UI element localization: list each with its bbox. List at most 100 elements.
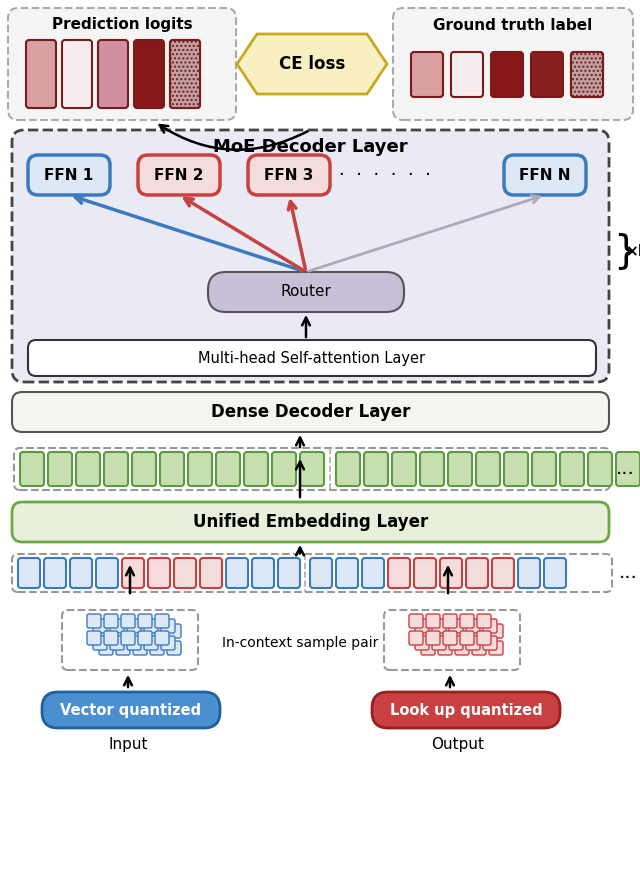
FancyBboxPatch shape xyxy=(432,636,446,650)
FancyBboxPatch shape xyxy=(48,452,72,486)
FancyBboxPatch shape xyxy=(12,392,609,432)
FancyBboxPatch shape xyxy=(62,40,92,108)
FancyBboxPatch shape xyxy=(167,641,181,655)
FancyBboxPatch shape xyxy=(443,631,457,645)
FancyBboxPatch shape xyxy=(216,452,240,486)
FancyBboxPatch shape xyxy=(160,452,184,486)
FancyBboxPatch shape xyxy=(472,624,486,638)
FancyBboxPatch shape xyxy=(415,619,429,633)
FancyBboxPatch shape xyxy=(188,452,212,486)
FancyBboxPatch shape xyxy=(170,40,200,108)
FancyBboxPatch shape xyxy=(127,619,141,633)
FancyBboxPatch shape xyxy=(148,558,170,588)
FancyBboxPatch shape xyxy=(208,272,404,312)
FancyBboxPatch shape xyxy=(492,558,514,588)
FancyBboxPatch shape xyxy=(248,155,330,195)
Text: ...: ... xyxy=(616,460,634,479)
FancyBboxPatch shape xyxy=(616,452,640,486)
Polygon shape xyxy=(237,34,387,94)
Text: ...: ... xyxy=(619,563,637,582)
FancyBboxPatch shape xyxy=(170,40,200,108)
FancyBboxPatch shape xyxy=(167,624,181,638)
FancyBboxPatch shape xyxy=(144,619,158,633)
FancyBboxPatch shape xyxy=(409,614,423,628)
FancyBboxPatch shape xyxy=(87,631,101,645)
FancyBboxPatch shape xyxy=(150,624,164,638)
Text: Prediction logits: Prediction logits xyxy=(52,17,192,32)
FancyBboxPatch shape xyxy=(98,40,128,108)
FancyBboxPatch shape xyxy=(44,558,66,588)
Text: Look up quantized: Look up quantized xyxy=(390,702,542,718)
FancyBboxPatch shape xyxy=(504,155,586,195)
FancyBboxPatch shape xyxy=(161,619,175,633)
FancyBboxPatch shape xyxy=(278,558,300,588)
FancyBboxPatch shape xyxy=(138,155,220,195)
FancyBboxPatch shape xyxy=(104,631,118,645)
FancyBboxPatch shape xyxy=(504,452,528,486)
FancyBboxPatch shape xyxy=(483,636,497,650)
FancyBboxPatch shape xyxy=(409,631,423,645)
FancyBboxPatch shape xyxy=(571,52,603,97)
Text: FFN 2: FFN 2 xyxy=(154,168,204,182)
FancyBboxPatch shape xyxy=(414,558,436,588)
FancyBboxPatch shape xyxy=(388,558,410,588)
Text: Output: Output xyxy=(431,738,484,753)
FancyBboxPatch shape xyxy=(489,624,503,638)
FancyBboxPatch shape xyxy=(531,52,563,97)
FancyBboxPatch shape xyxy=(532,452,556,486)
FancyBboxPatch shape xyxy=(455,624,469,638)
FancyBboxPatch shape xyxy=(96,558,118,588)
FancyBboxPatch shape xyxy=(455,641,469,655)
FancyBboxPatch shape xyxy=(272,452,296,486)
FancyBboxPatch shape xyxy=(127,636,141,650)
FancyBboxPatch shape xyxy=(421,624,435,638)
FancyBboxPatch shape xyxy=(491,52,523,97)
FancyBboxPatch shape xyxy=(155,631,169,645)
FancyBboxPatch shape xyxy=(110,619,124,633)
FancyBboxPatch shape xyxy=(134,40,164,108)
Text: FFN 3: FFN 3 xyxy=(264,168,314,182)
Text: Router: Router xyxy=(280,284,332,300)
Text: FFN N: FFN N xyxy=(519,168,571,182)
FancyBboxPatch shape xyxy=(472,641,486,655)
FancyBboxPatch shape xyxy=(477,631,491,645)
FancyBboxPatch shape xyxy=(518,558,540,588)
FancyBboxPatch shape xyxy=(449,619,463,633)
FancyBboxPatch shape xyxy=(477,614,491,628)
FancyBboxPatch shape xyxy=(476,452,500,486)
FancyBboxPatch shape xyxy=(12,502,609,542)
FancyBboxPatch shape xyxy=(300,452,324,486)
FancyBboxPatch shape xyxy=(138,631,152,645)
FancyBboxPatch shape xyxy=(93,636,107,650)
Text: Multi-head Self-attention Layer: Multi-head Self-attention Layer xyxy=(198,350,426,366)
FancyBboxPatch shape xyxy=(200,558,222,588)
FancyBboxPatch shape xyxy=(411,52,443,97)
FancyBboxPatch shape xyxy=(122,558,144,588)
FancyBboxPatch shape xyxy=(310,558,332,588)
FancyBboxPatch shape xyxy=(560,452,584,486)
FancyBboxPatch shape xyxy=(440,558,462,588)
FancyBboxPatch shape xyxy=(121,631,135,645)
Text: MoE Decoder Layer: MoE Decoder Layer xyxy=(213,138,408,156)
FancyBboxPatch shape xyxy=(421,641,435,655)
FancyBboxPatch shape xyxy=(26,40,56,108)
FancyBboxPatch shape xyxy=(28,155,110,195)
FancyBboxPatch shape xyxy=(76,452,100,486)
FancyBboxPatch shape xyxy=(466,558,488,588)
FancyBboxPatch shape xyxy=(133,641,147,655)
FancyBboxPatch shape xyxy=(70,558,92,588)
Text: ×K: ×K xyxy=(625,243,640,258)
FancyBboxPatch shape xyxy=(174,558,196,588)
FancyBboxPatch shape xyxy=(133,624,147,638)
FancyArrowPatch shape xyxy=(159,125,308,149)
FancyBboxPatch shape xyxy=(438,624,452,638)
FancyBboxPatch shape xyxy=(544,558,566,588)
FancyBboxPatch shape xyxy=(20,452,44,486)
FancyBboxPatch shape xyxy=(432,619,446,633)
Text: In-context sample pair: In-context sample pair xyxy=(222,636,378,650)
FancyBboxPatch shape xyxy=(449,636,463,650)
FancyBboxPatch shape xyxy=(42,692,220,728)
FancyBboxPatch shape xyxy=(104,452,128,486)
FancyBboxPatch shape xyxy=(362,558,384,588)
Text: Dense Decoder Layer: Dense Decoder Layer xyxy=(211,403,410,421)
